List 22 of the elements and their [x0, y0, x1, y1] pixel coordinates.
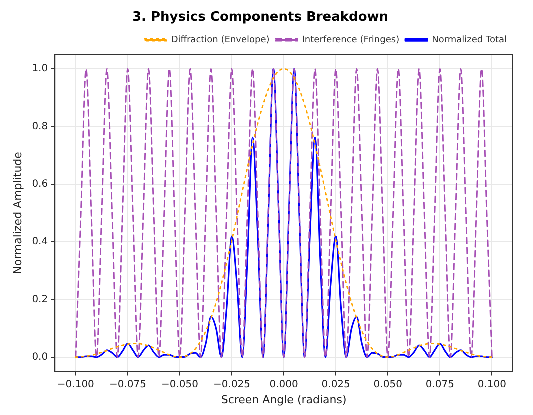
x-tick-label: −0.100 — [57, 379, 94, 390]
x-tick-label: −0.025 — [214, 379, 251, 390]
legend-label: Normalized Total — [432, 35, 508, 46]
x-tick-label: 0.000 — [270, 379, 298, 390]
x-tick-label: 0.075 — [426, 379, 454, 390]
y-tick-label: 0.2 — [32, 294, 48, 306]
x-tick-label: 0.025 — [322, 379, 350, 390]
y-axis-title: Normalized Amplitude — [11, 152, 24, 274]
y-tick-label: 0.6 — [32, 178, 48, 190]
x-tick-label: 0.050 — [374, 379, 402, 390]
x-tick-label: 0.100 — [478, 379, 507, 390]
y-tick-label: 0.8 — [32, 121, 48, 132]
chart-title: 3. Physics Components Breakdown — [132, 10, 389, 26]
legend-label: Interference (Fringes) — [302, 35, 400, 46]
y-tick-label: 1.0 — [32, 64, 48, 75]
line-series — [75, 68, 493, 358]
x-axis-title: Screen Angle (radians) — [221, 393, 347, 406]
y-tick-label: 0.0 — [32, 352, 48, 363]
legend-label: Diffraction (Envelope) — [171, 35, 270, 46]
y-tick-label: 0.4 — [32, 236, 48, 248]
x-tick-label: −0.050 — [161, 379, 198, 390]
x-tick-label: −0.075 — [109, 379, 146, 390]
